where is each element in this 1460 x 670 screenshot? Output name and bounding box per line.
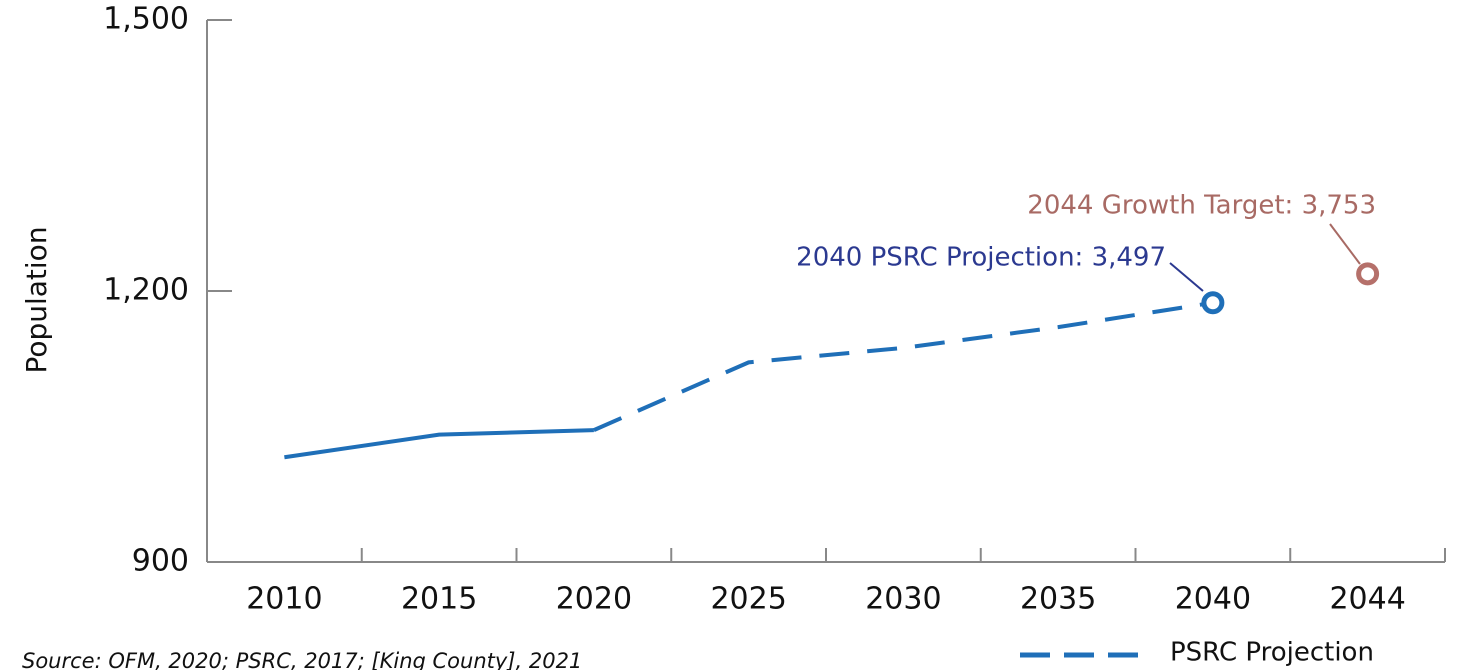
x-tick-label: 2015 (401, 582, 477, 617)
x-tick-label: 2025 (710, 582, 786, 617)
x-tick-label: 2020 (556, 582, 632, 617)
y-tick-label: 1,500 (103, 2, 189, 37)
x-tick-label: 2035 (1020, 582, 1096, 617)
annotation-leader (1169, 262, 1204, 292)
y-tick-label: 900 (132, 544, 189, 579)
series-line (284, 428, 594, 460)
y-axis-label: Population (20, 226, 53, 373)
point-marker (1201, 291, 1225, 315)
annotation: 2044 Growth Target: 3,753 (1027, 191, 1376, 221)
y-tick-label: 1,200 (103, 273, 189, 308)
source-note: Source: OFM, 2020; PSRC, 2017; [King Cou… (22, 649, 582, 670)
x-tick-label: 2044 (1329, 582, 1405, 617)
point-marker (1356, 262, 1380, 286)
x-tick-label: 2030 (865, 582, 941, 617)
x-tick-label: 2040 (1175, 582, 1251, 617)
x-tick-label: 2010 (246, 582, 322, 617)
annotation-leader (1329, 223, 1361, 265)
annotation: 2040 PSRC Projection: 3,497 (796, 243, 1166, 273)
legend-label: PSRC Projection (1170, 638, 1374, 668)
series-line (593, 300, 1214, 432)
